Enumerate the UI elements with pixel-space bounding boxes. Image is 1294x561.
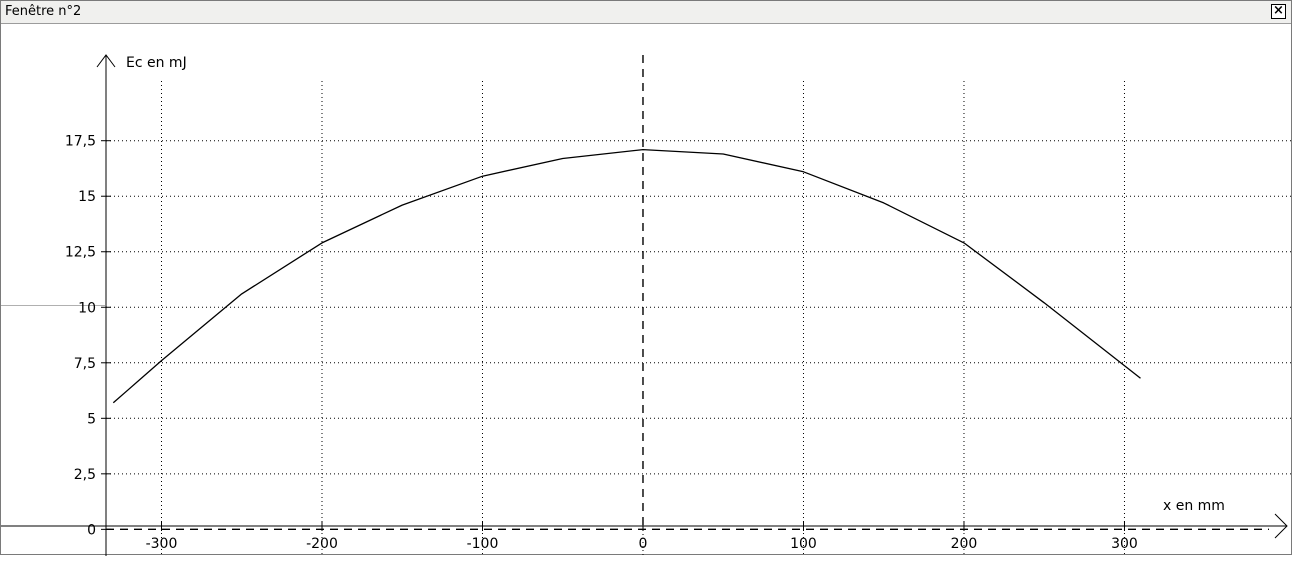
x-axis-arrow [1274,513,1288,539]
title-bar: Fenêtre n°2 × [1,1,1291,24]
series-line [112,148,1141,404]
close-button[interactable]: × [1271,4,1286,19]
chart-svg: Ec en mJ x en mm -300 -200 -100 0 100 200 300 0… [1,54,1293,556]
x-tick-label: -300 [146,536,178,552]
grid [106,55,1293,556]
y-tick-label: 17,5 [65,134,96,150]
labels: Ec en mJ x en mm -300 -200 -100 0 100 200 300 0… [65,55,1225,552]
left-separator [1,305,105,306]
series [112,148,1141,404]
y-tick-label: 0 [87,522,96,538]
y-tick-label: 10 [78,300,96,316]
y-tick-label: 7,5 [74,356,96,372]
y-tick-label: 15 [78,189,96,205]
x-axis-label: x en mm [1163,498,1225,514]
x-tick-label: 300 [1111,536,1138,552]
x-tick-label: -100 [467,536,499,552]
y-axis-arrow [96,54,116,68]
y-tick-label: 5 [87,411,96,427]
x-tick-label: 200 [951,536,978,552]
x-tick-label: -200 [306,536,338,552]
window-title: Fenêtre n°2 [5,4,82,19]
x-tick-label: 0 [639,536,648,552]
y-tick-label: 12,5 [65,245,96,261]
y-tick-label: 2,5 [74,467,96,483]
y-axis-label: Ec en mJ [126,55,187,71]
axes [1,54,1288,556]
x-tick-label: 100 [790,536,817,552]
plot-area: Ec en mJ x en mm -300 -200 -100 0 100 200 300 0… [1,23,1293,556]
